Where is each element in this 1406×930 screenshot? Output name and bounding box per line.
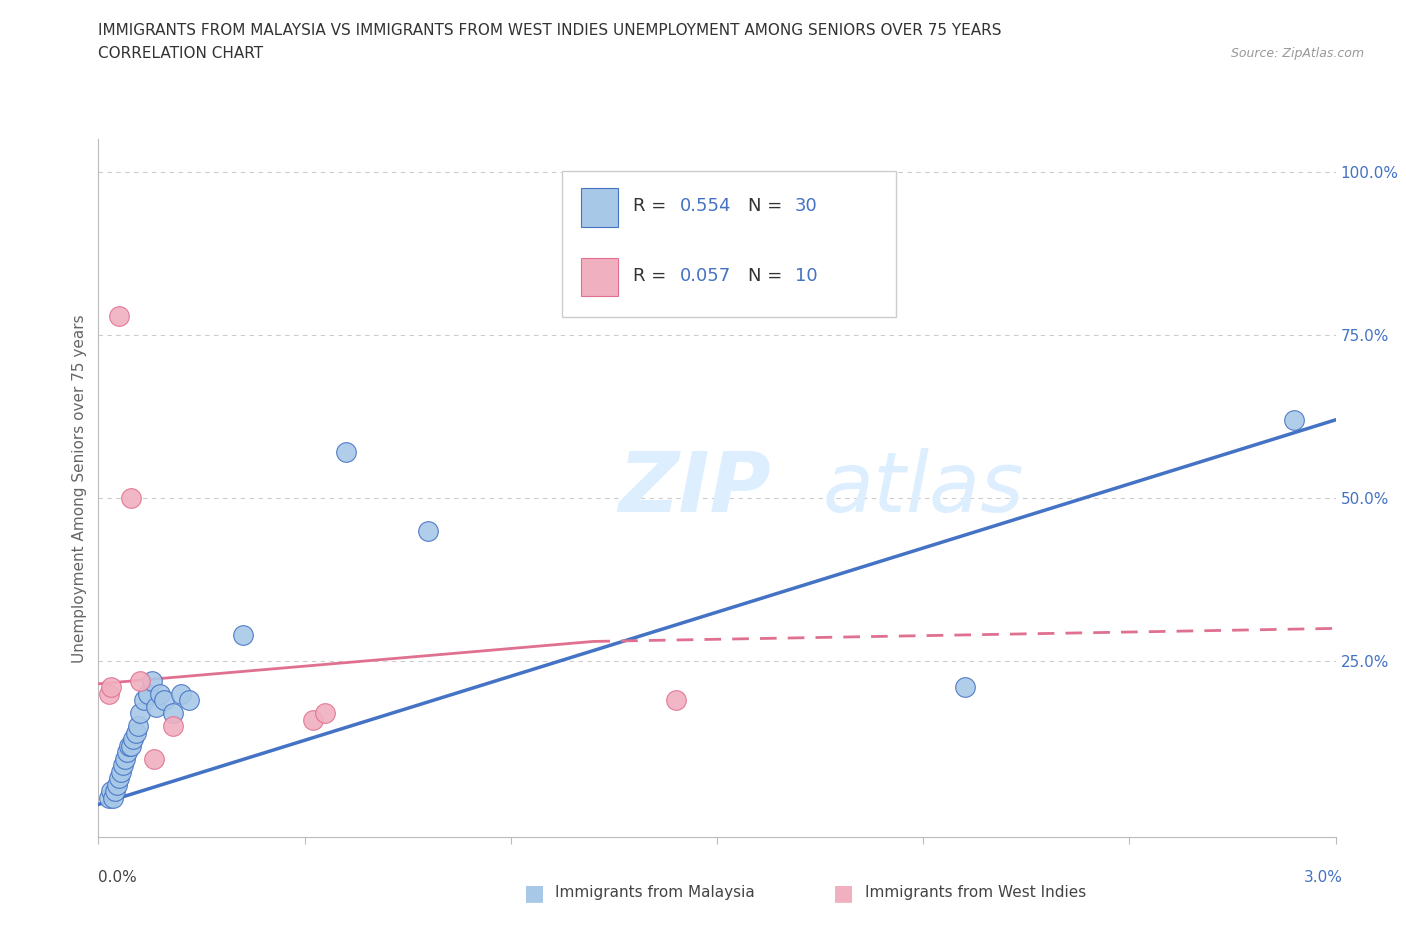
Point <box>100 680 122 695</box>
Text: 0.0%: 0.0% <box>98 870 138 884</box>
Point <box>101 790 124 805</box>
Text: 3.0%: 3.0% <box>1303 870 1343 884</box>
Bar <box>581 188 619 227</box>
Point <box>127 719 149 734</box>
Point <box>136 686 159 701</box>
Point <box>100 784 122 799</box>
Point <box>302 712 325 727</box>
Text: R =: R = <box>633 267 672 285</box>
Point <box>108 308 131 323</box>
Point <box>145 699 167 714</box>
Point <box>108 771 131 786</box>
Point <box>117 745 139 760</box>
Point <box>105 777 128 792</box>
Text: ZIP: ZIP <box>619 447 770 529</box>
Point <box>170 686 193 701</box>
Point <box>143 751 166 766</box>
Point <box>104 784 127 799</box>
Point <box>232 628 254 643</box>
Text: N =: N = <box>748 197 787 215</box>
Point <box>97 790 120 805</box>
Point <box>153 693 176 708</box>
Text: ■: ■ <box>524 883 544 903</box>
Text: IMMIGRANTS FROM MALAYSIA VS IMMIGRANTS FROM WEST INDIES UNEMPLOYMENT AMONG SENIO: IMMIGRANTS FROM MALAYSIA VS IMMIGRANTS F… <box>98 23 1002 38</box>
Text: ■: ■ <box>834 883 853 903</box>
Point <box>124 725 146 740</box>
Point <box>162 706 184 721</box>
Text: 30: 30 <box>794 197 818 215</box>
Point <box>179 693 201 708</box>
Point <box>114 751 136 766</box>
Text: Source: ZipAtlas.com: Source: ZipAtlas.com <box>1230 46 1364 60</box>
Text: R =: R = <box>633 197 672 215</box>
Point <box>120 491 142 506</box>
Bar <box>581 258 619 297</box>
Point <box>418 524 440 538</box>
Point <box>128 673 150 688</box>
Text: 0.554: 0.554 <box>681 197 731 215</box>
Text: N =: N = <box>748 267 787 285</box>
Y-axis label: Unemployment Among Seniors over 75 years: Unemployment Among Seniors over 75 years <box>72 314 87 662</box>
Point <box>314 706 336 721</box>
Text: CORRELATION CHART: CORRELATION CHART <box>98 46 263 61</box>
Point <box>665 693 688 708</box>
Point <box>118 738 141 753</box>
Text: atlas: atlas <box>823 447 1024 529</box>
Text: Immigrants from Malaysia: Immigrants from Malaysia <box>555 885 755 900</box>
Text: 10: 10 <box>794 267 818 285</box>
Point <box>128 706 150 721</box>
Point <box>953 680 976 695</box>
FancyBboxPatch shape <box>562 171 897 317</box>
Point <box>110 764 132 779</box>
Point <box>122 732 145 747</box>
Point <box>112 758 135 773</box>
Text: Immigrants from West Indies: Immigrants from West Indies <box>865 885 1085 900</box>
Point <box>335 445 357 459</box>
Point <box>97 686 120 701</box>
Point <box>141 673 163 688</box>
Text: 0.057: 0.057 <box>681 267 731 285</box>
Point <box>120 738 142 753</box>
Point <box>149 686 172 701</box>
Point <box>1284 412 1306 427</box>
Point <box>132 693 155 708</box>
Point <box>162 719 184 734</box>
